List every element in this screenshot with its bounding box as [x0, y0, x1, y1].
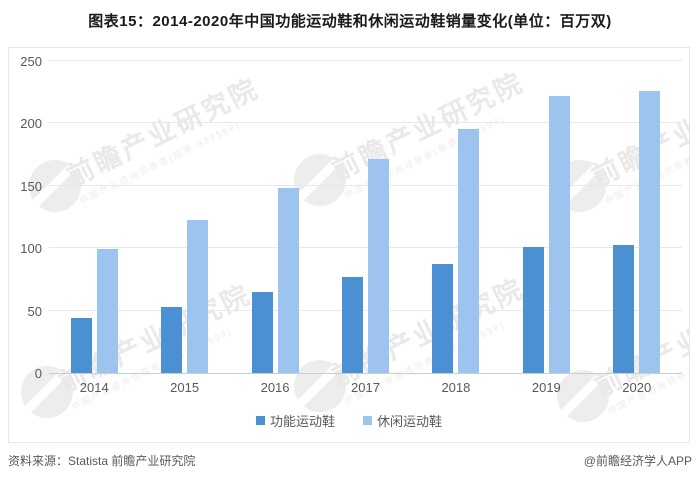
- legend-item-functional: 功能运动鞋: [255, 411, 335, 430]
- x-tick-2019: 2019: [531, 380, 561, 395]
- chart-panel: 前瞻产业研究院 中国产业咨询领导者(股票:839599) 前瞻产业研究院 中国产业咨询…: [8, 47, 690, 443]
- x-tick-2016: 2016: [260, 380, 290, 395]
- y-tick-250: 250: [20, 54, 42, 69]
- bar-休闲运动鞋-2019: [548, 95, 570, 373]
- x-tick-2020: 2020: [622, 380, 652, 395]
- bar-group-2018: [411, 62, 501, 373]
- y-tick-150: 150: [20, 178, 42, 194]
- bar-休闲运动鞋-2017: [367, 159, 389, 373]
- bar-group-2014: [49, 62, 139, 373]
- bar-休闲运动鞋-2016: [277, 187, 299, 373]
- bar-功能运动鞋-2019: [522, 247, 544, 373]
- x-tick-2015: 2015: [170, 380, 200, 395]
- chart-title: 图表15：2014-2020年中国功能运动鞋和休闲运动鞋销量变化(单位：百万双): [88, 13, 612, 30]
- credit-text: @前瞻经济学人APP: [583, 454, 692, 468]
- x-tick-2014: 2014: [79, 380, 109, 395]
- bar-功能运动鞋-2016: [251, 292, 273, 373]
- gridline-150: [49, 184, 682, 186]
- y-tick-200: 200: [20, 116, 42, 132]
- x-tick-2017: 2017: [351, 380, 380, 395]
- bars-container: [49, 62, 682, 373]
- gridline-200: [49, 122, 682, 124]
- y-tick-50: 50: [27, 303, 42, 319]
- bar-group-2020: [592, 62, 682, 373]
- bar-功能运动鞋-2015: [161, 307, 183, 373]
- gridline-250: [49, 60, 682, 61]
- legend-label-functional: 功能运动鞋: [269, 414, 335, 429]
- bar-休闲运动鞋-2020: [639, 90, 661, 373]
- gridline-100: [49, 247, 682, 249]
- bar-group-2015: [139, 62, 229, 373]
- bar-休闲运动鞋-2015: [187, 220, 209, 373]
- y-axis-labels: 0 50 100 150 200 250: [9, 54, 42, 381]
- bar-功能运动鞋-2017: [341, 277, 363, 373]
- y-tick-100: 100: [20, 241, 42, 257]
- x-tick-2018: 2018: [441, 380, 471, 395]
- x-axis-labels: 2014 2015 2016 2017 2018 2019 2020: [49, 380, 682, 395]
- legend-swatch-casual-icon: [363, 416, 372, 425]
- bar-功能运动鞋-2020: [613, 244, 635, 373]
- legend: 功能运动鞋 休闲运动鞋: [9, 411, 689, 430]
- bar-功能运动鞋-2014: [70, 318, 92, 373]
- legend-item-casual: 休闲运动鞋: [363, 411, 442, 430]
- bar-group-2016: [230, 62, 320, 373]
- bar-功能运动鞋-2018: [432, 263, 454, 373]
- source-text: 资料来源：Statista 前瞻产业研究院: [8, 454, 196, 468]
- plot-area: [49, 60, 682, 374]
- legend-label-casual: 休闲运动鞋: [377, 414, 443, 429]
- gridline-50: [49, 309, 682, 311]
- bar-休闲运动鞋-2014: [96, 248, 118, 373]
- footer: 资料来源：Statista 前瞻产业研究院 @前瞻经济学人APP: [8, 452, 692, 469]
- y-tick-0: 0: [34, 366, 42, 381]
- bar-休闲运动鞋-2018: [458, 129, 480, 373]
- bar-group-2019: [501, 62, 591, 373]
- legend-swatch-functional-icon: [255, 416, 265, 425]
- bar-group-2017: [320, 62, 410, 373]
